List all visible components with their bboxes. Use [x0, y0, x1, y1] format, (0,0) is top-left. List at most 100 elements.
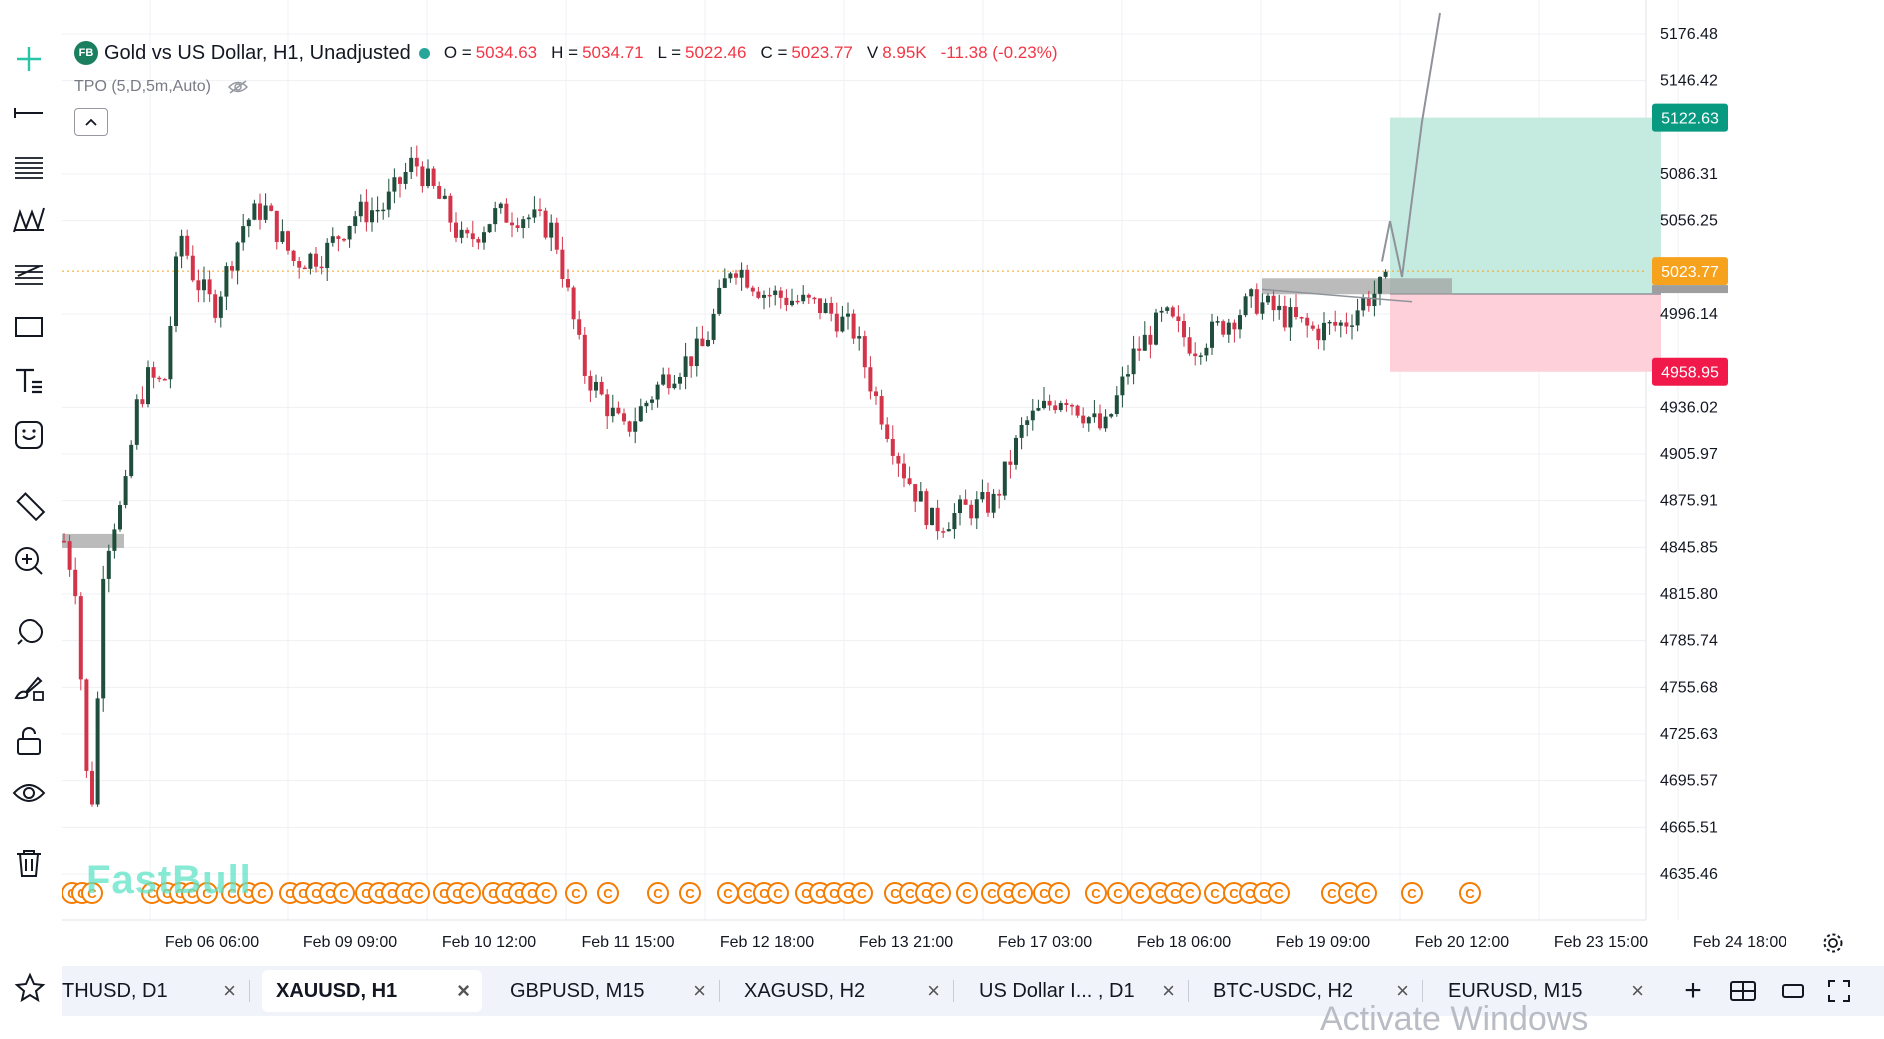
take-profit-zone — [1390, 117, 1661, 295]
pattern-icon[interactable] — [6, 198, 52, 244]
economic-event-glyph: C — [87, 886, 97, 901]
candle-body — [728, 273, 733, 279]
forecast-icon[interactable] — [6, 250, 52, 296]
candle-body — [353, 216, 358, 227]
economic-event-glyph: C — [501, 886, 511, 901]
fib-icon[interactable] — [6, 144, 52, 190]
candle-body — [918, 491, 923, 502]
economic-event-marker — [929, 882, 951, 904]
candle-body — [1008, 461, 1013, 465]
candle-body — [274, 210, 279, 242]
candle-body — [885, 424, 890, 440]
economic-event-glyph: C — [603, 886, 613, 901]
collapse-legend-button[interactable] — [74, 108, 108, 136]
symbol-title[interactable]: Gold vs US Dollar, H1, Unadjusted — [104, 41, 411, 64]
candle-body — [991, 493, 996, 513]
add-tab-button[interactable]: + — [1684, 974, 1702, 1007]
chart-canvas[interactable]: 5176.48 5146.42 5086.31 5056.25 4996.14 4936.… — [62, 0, 1786, 948]
close-tab-icon[interactable]: × — [693, 978, 706, 1003]
tpo-value-area — [1262, 278, 1452, 295]
close-tab-icon[interactable]: × — [1162, 978, 1175, 1003]
candle-body — [986, 492, 990, 513]
price-tick-label: 5146.42 — [1660, 73, 1718, 90]
candle-body — [1322, 322, 1326, 341]
candle-body — [823, 302, 828, 314]
candle-body — [1053, 405, 1058, 411]
price-tick-label: 5176.48 — [1660, 26, 1718, 43]
line-icon[interactable] — [6, 90, 52, 136]
candle-body — [448, 195, 453, 223]
candle-body — [1064, 403, 1069, 406]
candle-body — [482, 232, 486, 243]
rectangle-icon[interactable] — [6, 304, 52, 350]
stop-loss-badge — [1652, 357, 1728, 386]
tab-us-dollar-index-d1[interactable]: US Dollar I... , D1 × — [965, 970, 1189, 1012]
close-tab-icon[interactable]: × — [223, 978, 236, 1003]
crosshair-icon[interactable] — [6, 36, 52, 82]
economic-event-glyph: C — [1003, 886, 1013, 901]
close-tab-icon[interactable]: × — [1396, 978, 1409, 1003]
candle-body — [868, 367, 873, 392]
candle-body — [364, 201, 369, 223]
emoji-icon[interactable] — [6, 412, 52, 458]
economic-event-marker — [851, 882, 873, 904]
window-icon[interactable] — [1776, 974, 1810, 1008]
candle-body — [958, 499, 962, 514]
economic-event-glyph: C — [452, 886, 462, 901]
settings-gear-icon[interactable] — [1816, 928, 1850, 958]
time-tick-label: Feb 12 18:00 — [720, 934, 814, 948]
price-tick-label: 4936.02 — [1660, 399, 1718, 416]
layout-icon[interactable] — [1726, 974, 1760, 1008]
zoom-in-icon[interactable] — [6, 538, 52, 584]
candle-body — [1114, 395, 1119, 415]
economic-event-glyph: C — [935, 886, 945, 901]
magnet-icon[interactable] — [6, 610, 52, 656]
candle-body — [246, 219, 251, 227]
candle-body — [1221, 321, 1226, 335]
candle-body — [106, 550, 111, 579]
tab-thusd-d1[interactable]: THUSD, D1 × — [62, 970, 250, 1012]
tab-xagusd-h2[interactable]: XAGUSD, H2 × — [730, 970, 954, 1012]
lock-drawing-icon[interactable] — [6, 664, 52, 710]
low-label: L = — [657, 43, 682, 62]
economic-event-glyph: C — [339, 886, 349, 901]
close-tab-icon[interactable]: × — [457, 978, 470, 1003]
eye-icon[interactable] — [6, 770, 52, 816]
indicator-row[interactable]: TPO (5,D,5m,Auto) — [74, 78, 249, 96]
economic-event-glyph: C — [773, 886, 783, 901]
lock-icon[interactable] — [6, 718, 52, 764]
candle-body — [386, 191, 391, 210]
tab-xauusd-h1[interactable]: XAUUSD, H1 × — [262, 970, 482, 1012]
candle-body — [134, 399, 139, 445]
candle-body — [874, 391, 878, 397]
text-icon[interactable] — [6, 358, 52, 404]
tab-gbpusd-m15[interactable]: GBPUSD, M15 × — [496, 970, 720, 1012]
ruler-icon[interactable] — [6, 484, 52, 530]
close-tab-icon[interactable]: × — [927, 978, 940, 1003]
candle-body — [1327, 321, 1332, 324]
candle-body — [1109, 414, 1114, 417]
os-activation-overlay: Activate Windows — [1320, 1000, 1589, 1038]
chevron-up-icon — [85, 118, 97, 126]
eye-off-icon[interactable] — [227, 79, 249, 95]
tab-btc-usdc-h2[interactable]: BTC-USDC, H2 × — [1199, 970, 1423, 1012]
candle-body — [420, 166, 425, 187]
tab-eurusd-m15[interactable]: EURUSD, M15 × — [1448, 978, 1644, 1003]
fullscreen-icon[interactable] — [1822, 974, 1856, 1008]
economic-event-glyph: C — [374, 886, 384, 901]
candle-body — [935, 507, 940, 532]
candle-body — [616, 407, 621, 414]
candle-body — [230, 266, 234, 271]
candle-body — [1366, 297, 1371, 307]
economic-event-glyph: C — [147, 886, 157, 901]
price-chart[interactable]: 5176.48 5146.42 5086.31 5056.25 4996.14 4936.… — [62, 0, 1786, 948]
economic-event-glyph: C — [414, 886, 424, 901]
candle-body — [157, 377, 162, 380]
candle-body — [252, 203, 257, 220]
symbol-logo: FB — [74, 41, 98, 65]
candle-body — [465, 229, 470, 234]
trash-icon[interactable] — [6, 840, 52, 886]
favorite-star-icon[interactable] — [8, 966, 52, 1010]
close-tab-icon[interactable]: × — [1631, 978, 1644, 1003]
economic-event-glyph: C — [1054, 886, 1064, 901]
